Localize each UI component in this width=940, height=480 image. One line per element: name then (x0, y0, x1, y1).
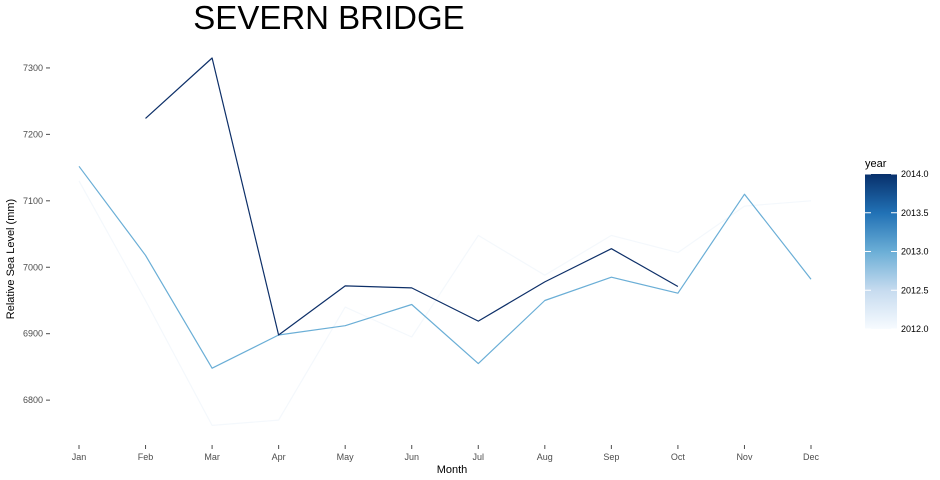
y-tick-label: 7200 (23, 129, 43, 139)
x-tick-label: Dec (803, 452, 820, 462)
series-layer (78, 57, 812, 426)
legend-title: year (865, 158, 887, 170)
x-tick-label: Jan (72, 452, 87, 462)
legend-tick-label: 2012.5 (901, 285, 929, 295)
y-tick-label: 7300 (23, 63, 43, 73)
y-axis-title: Relative Sea Level (mm) (5, 199, 17, 319)
x-tick-label: Apr (272, 452, 286, 462)
legend-tick-label: 2013.0 (901, 247, 929, 257)
y-tick-label: 7100 (23, 196, 43, 206)
legend-ticks: 2012.0 2012.5 2013.0 2013.5 2014.0 (865, 169, 929, 334)
x-tick-label: Aug (537, 452, 553, 462)
x-tick-label: Jul (473, 452, 485, 462)
x-axis: Jan Feb Mar Apr May Jun Jul Aug Sep Oct Nov Dec (72, 445, 820, 462)
chart-title: SEVERN BRIDGE (193, 0, 464, 36)
series-line-2013 (78, 165, 812, 369)
colorbar-legend: year 2012.0 2012.5 2013.0 2013.5 2014.0 (865, 158, 929, 334)
x-tick-label: Sep (603, 452, 619, 462)
series-line-2012 (78, 180, 812, 426)
x-tick-label: Feb (138, 452, 154, 462)
legend-tick-label: 2012.0 (901, 324, 929, 334)
legend-tick-label: 2014.0 (901, 169, 929, 179)
y-tick-label: 6800 (23, 395, 43, 405)
series-line-2014 (145, 57, 679, 336)
x-axis-title: Month (437, 464, 468, 476)
legend-tick-label: 2013.5 (901, 208, 929, 218)
y-tick-label: 7000 (23, 262, 43, 272)
y-axis: 6800 6900 7000 7100 7200 7300 (23, 63, 50, 405)
y-tick-label: 6900 (23, 329, 43, 339)
x-tick-label: Nov (736, 452, 753, 462)
x-tick-label: May (337, 452, 355, 462)
x-tick-label: Oct (671, 452, 686, 462)
x-tick-label: Jun (404, 452, 419, 462)
x-tick-label: Mar (204, 452, 220, 462)
